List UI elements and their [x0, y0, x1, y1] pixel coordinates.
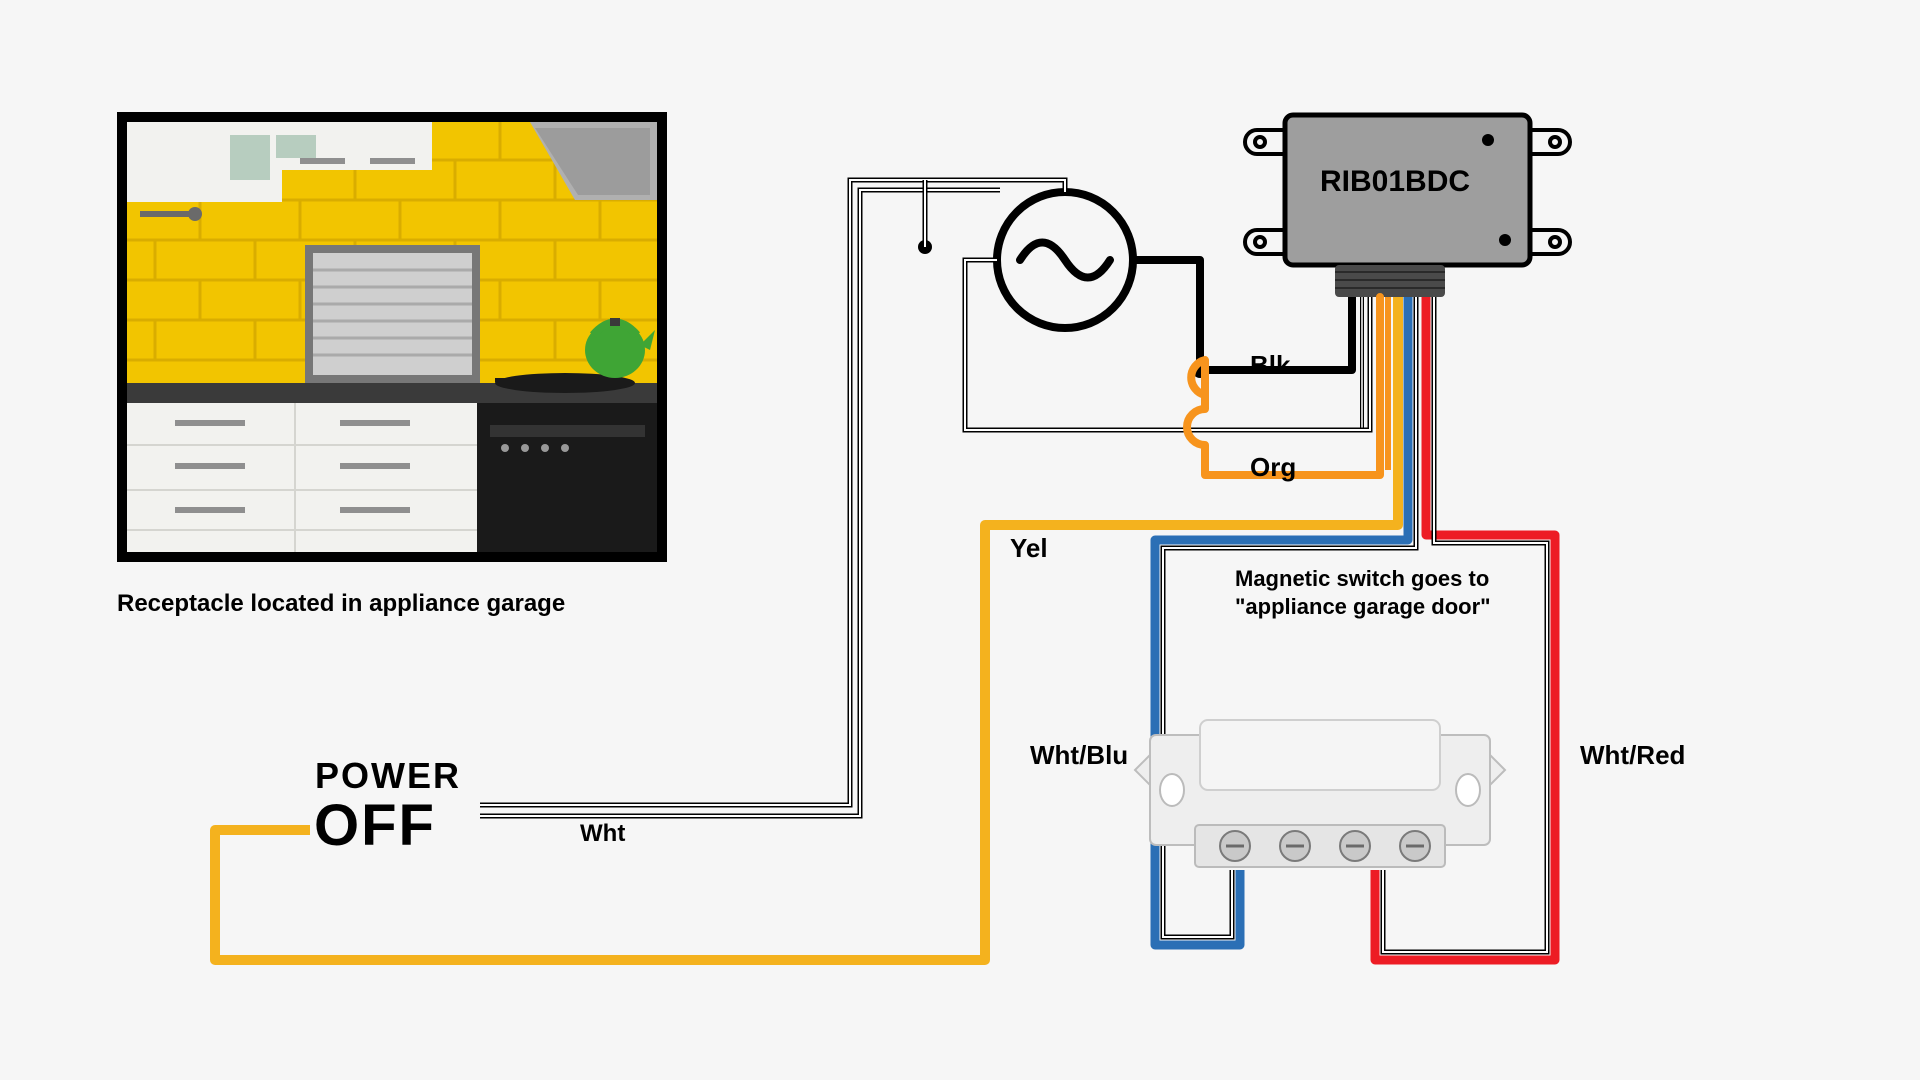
wire-label-wht: Wht [580, 820, 625, 848]
wire-label-org: Org [1250, 452, 1296, 483]
wire-label-yel: Yel [1010, 533, 1048, 564]
caption-receptacle: Receptacle located in appliance garage [117, 590, 565, 618]
wire-label-blk: Blk [1250, 350, 1290, 381]
relay-label: RIB01BDC [1320, 165, 1470, 199]
wire-label-whtred: Wht/Red [1580, 740, 1685, 771]
power-label-top: POWER [315, 755, 461, 797]
magnetic-switch [1135, 720, 1505, 867]
ac-source-icon [997, 192, 1133, 328]
wire-org [1187, 297, 1388, 475]
relay-module [1245, 115, 1570, 297]
power-label-bottom: OFF [314, 792, 436, 859]
diagram-canvas [0, 0, 1920, 1080]
wire-label-whtblu: Wht/Blu [1030, 740, 1128, 771]
kitchen-illustration [117, 112, 667, 562]
magnetic-switch-caption: Magnetic switch goes to "appliance garag… [1235, 565, 1491, 620]
wire-blk [965, 260, 1370, 430]
